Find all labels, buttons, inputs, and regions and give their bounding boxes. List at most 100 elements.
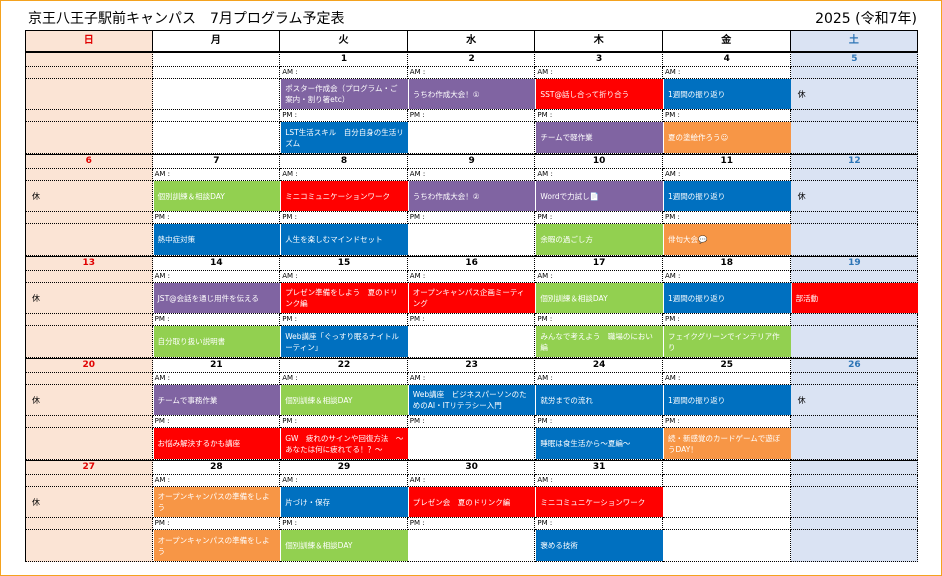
am-label: AM :: [409, 170, 426, 178]
calendar-cell: [25, 487, 153, 518]
calendar-cell: [280, 271, 408, 283]
program-event: 就労までの流れ: [536, 385, 663, 415]
program-event: GW 疲れのサインや回復方法 〜あなたは何に疲れてる！？〜: [281, 428, 408, 459]
calendar-cell: [790, 326, 919, 358]
day-number: 28: [210, 462, 223, 472]
program-event: 俳句大会💬: [664, 224, 791, 255]
pm-label: PM :: [665, 417, 680, 425]
calendar-cell: [280, 169, 408, 181]
calendar-cell: [407, 358, 536, 373]
program-event: 個別訓練＆相談DAY: [281, 530, 408, 561]
program-event: Web講座 ビジネスパーソンのためのAI・ITリテラシー入門: [408, 385, 536, 415]
calendar-cell: [280, 67, 408, 79]
pm-label: PM :: [154, 417, 170, 425]
program-event: 睡眠は食生活から〜夏編〜: [536, 428, 663, 459]
am-label: AM :: [282, 68, 298, 76]
program-event: うちわ作成大会！①: [408, 79, 536, 109]
program-event: 個別訓練＆相談DAY: [536, 283, 663, 313]
calendar-cell: [280, 256, 408, 271]
calendar-cell: [535, 373, 663, 385]
am-label: AM :: [537, 374, 553, 382]
calendar-cell: [790, 67, 919, 79]
calendar-cell: [535, 460, 663, 475]
calendar-cell: [790, 110, 919, 122]
program-event: 片づけ・保存: [281, 487, 408, 517]
calendar-cell: [152, 314, 281, 326]
calendar-cell: [535, 169, 663, 181]
program-event: ポスター作成会（プログラム・ご案内・割り箸etc）: [281, 79, 408, 109]
pm-label: PM :: [282, 111, 298, 119]
holiday-label: 休: [32, 293, 40, 303]
program-event: ミニコミュニケーションワーク: [281, 181, 408, 211]
holiday-label: 休: [32, 395, 40, 405]
holiday-label: 休: [32, 497, 40, 507]
day-number: 31: [592, 462, 606, 472]
program-event: 部活動: [791, 283, 919, 313]
calendar-cell: [790, 256, 919, 271]
program-event: JST@会話を通じ用件を伝える: [153, 283, 281, 313]
calendar-cell: [25, 416, 153, 428]
day-number: 17: [592, 258, 606, 268]
calendar-cell: [407, 212, 536, 224]
program-event: 熱中症対策: [153, 224, 281, 255]
calendar-cell: [790, 169, 919, 181]
calendar-cell: [280, 416, 408, 428]
calendar-cell: [152, 256, 281, 271]
calendar-cell: [790, 52, 919, 67]
calendar-cell: [280, 518, 408, 530]
calendar-cell: [25, 224, 153, 256]
pm-label: PM :: [154, 519, 170, 527]
weekday-header: 金: [663, 30, 791, 52]
program-event: 続・新感覚のカードゲームで遊ぼうDAY！: [664, 428, 791, 459]
calendar-cell: [280, 314, 408, 326]
calendar-cell: [663, 314, 791, 326]
page-title: 京王八王子駅前キャンパス 7月プログラム予定表: [28, 11, 345, 27]
program-event: Web講座「ぐっすり眠るナイトルーティン」: [281, 326, 408, 357]
day-number: 24: [592, 360, 606, 370]
program-event: うちわ作成大会！②: [408, 181, 536, 211]
calendar-cell: [407, 373, 536, 385]
weekday-header: 木: [535, 30, 663, 52]
calendar-cell: [25, 169, 153, 181]
day-number: 20: [82, 360, 96, 370]
day-number: 10: [592, 156, 606, 166]
calendar-cell: [535, 154, 663, 169]
pm-label: PM :: [665, 315, 680, 323]
day-number: 29: [337, 462, 351, 472]
calendar-cell: [790, 373, 919, 385]
calendar-cell: [790, 385, 919, 416]
calendar-cell: [663, 67, 791, 79]
program-event: 1週間の振り返り: [664, 385, 791, 415]
calendar-cell: [535, 416, 663, 428]
am-label: AM :: [154, 476, 171, 484]
calendar-cell: [407, 475, 536, 487]
calendar-cell: [790, 224, 919, 256]
calendar-cell: [663, 530, 791, 562]
calendar-cell: [790, 212, 919, 224]
calendar-cell: [535, 271, 663, 283]
calendar-cell: [25, 314, 153, 326]
day-number: 30: [465, 462, 478, 472]
am-label: AM :: [665, 374, 681, 382]
calendar-cell: [663, 256, 791, 271]
calendar-cell: [25, 256, 153, 271]
calendar-cell: [407, 154, 536, 169]
program-event: お悩み解決するかも講座: [153, 428, 281, 459]
program-event: 1週間の振り返り: [664, 283, 791, 313]
calendar-cell: [25, 460, 153, 475]
calendar-cell: [535, 518, 663, 530]
pm-label: PM :: [537, 417, 553, 425]
calendar-cell: [25, 358, 153, 373]
calendar-cell: [407, 518, 536, 530]
day-number: 1: [340, 54, 348, 64]
calendar-cell: [663, 460, 791, 475]
calendar-cell: [790, 428, 919, 460]
calendar-cell: [535, 314, 663, 326]
calendar-cell: [790, 79, 919, 110]
pm-label: PM :: [409, 519, 425, 527]
weekday-header: 月: [152, 30, 281, 52]
pm-label: PM :: [665, 213, 680, 221]
calendar-cell: [25, 475, 153, 487]
program-event: 褒める技術: [536, 530, 663, 561]
